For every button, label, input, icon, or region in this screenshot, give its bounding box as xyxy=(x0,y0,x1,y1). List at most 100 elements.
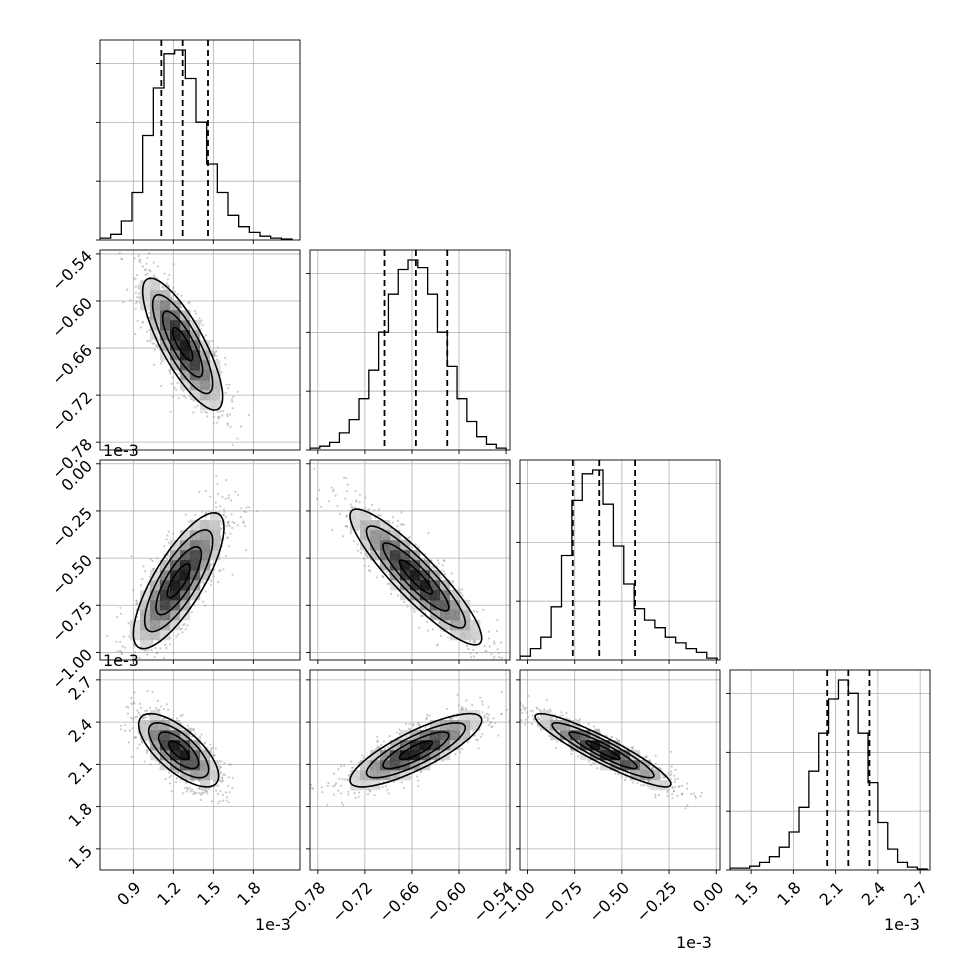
density-cell xyxy=(190,590,201,601)
density-cell xyxy=(160,570,171,581)
sample-point xyxy=(342,535,345,538)
sample-point xyxy=(500,656,503,659)
sample-point xyxy=(418,626,421,629)
sample-point xyxy=(142,675,144,677)
density-cell xyxy=(150,710,161,721)
sample-point xyxy=(332,488,335,491)
density-cell xyxy=(350,520,361,531)
sample-point xyxy=(144,268,148,271)
density-cell xyxy=(160,310,171,321)
sample-point xyxy=(145,751,148,754)
sample-point xyxy=(458,588,461,591)
density-cell xyxy=(150,730,161,741)
sample-point xyxy=(148,269,151,272)
histogram-1 xyxy=(310,259,507,450)
sample-point xyxy=(386,583,389,586)
sample-point xyxy=(186,724,189,727)
sample-point xyxy=(151,342,154,345)
sample-point xyxy=(358,493,361,496)
sample-point xyxy=(146,340,149,343)
sample-point xyxy=(149,763,152,766)
density-cell xyxy=(200,550,211,561)
contour-line xyxy=(382,542,450,612)
density-cell xyxy=(160,730,171,741)
sample-point xyxy=(413,610,416,613)
sample-point xyxy=(214,747,217,750)
sample-point xyxy=(231,526,234,530)
sample-point xyxy=(450,572,453,575)
sample-point xyxy=(116,615,119,619)
sample-point xyxy=(221,527,224,530)
sample-point xyxy=(227,801,230,804)
sample-point xyxy=(165,646,168,650)
sample-point xyxy=(130,696,133,700)
panel-0-0 xyxy=(96,39,301,244)
sample-point xyxy=(340,792,343,795)
density-cell xyxy=(150,570,161,581)
sample-point xyxy=(127,622,130,625)
density-cell xyxy=(180,750,191,761)
sample-point xyxy=(217,784,220,787)
density-cell xyxy=(210,540,221,551)
sample-point xyxy=(231,400,234,403)
sample-point xyxy=(346,525,349,528)
sample-point xyxy=(236,437,239,440)
density-cell xyxy=(180,370,191,381)
sample-point xyxy=(139,258,142,261)
sample-point xyxy=(216,483,219,486)
sample-point xyxy=(368,508,371,511)
sample-point xyxy=(499,672,501,674)
sample-point xyxy=(400,781,403,784)
sample-point xyxy=(210,748,213,751)
contour-line xyxy=(141,277,224,411)
sample-point xyxy=(163,287,166,290)
sample-point xyxy=(495,630,499,633)
contour-line xyxy=(143,528,214,633)
sample-point xyxy=(118,251,121,255)
density-cell xyxy=(180,360,191,371)
sample-point xyxy=(231,443,234,446)
sample-point xyxy=(313,467,316,470)
density-cell xyxy=(160,580,171,591)
sample-point xyxy=(482,608,485,612)
density-cell xyxy=(400,550,411,561)
sample-point xyxy=(120,257,123,260)
sample-point xyxy=(430,567,434,570)
contour-line xyxy=(349,508,483,646)
sample-point xyxy=(189,790,192,793)
panel-2-0 xyxy=(96,459,301,677)
sample-point xyxy=(342,764,346,767)
sample-point xyxy=(427,629,430,632)
sample-point xyxy=(410,546,414,549)
sample-point xyxy=(227,386,230,390)
sample-point xyxy=(135,602,138,606)
sample-point xyxy=(197,792,200,795)
sample-point xyxy=(338,777,341,780)
sample-point xyxy=(320,505,323,508)
sample-point xyxy=(217,802,220,805)
density-cell xyxy=(170,760,181,771)
density-cell xyxy=(190,770,201,781)
sample-point xyxy=(499,641,503,644)
sample-point xyxy=(170,790,173,793)
sample-point xyxy=(224,356,227,360)
sample-point xyxy=(493,642,496,645)
sample-point xyxy=(236,390,239,393)
sample-point xyxy=(220,760,223,763)
sample-point xyxy=(144,709,147,713)
sample-point xyxy=(131,703,134,706)
sample-point xyxy=(221,793,224,797)
contour-line xyxy=(137,712,220,788)
sample-point xyxy=(220,538,223,541)
density-cell xyxy=(190,380,201,391)
sample-point xyxy=(345,515,348,518)
density-cell xyxy=(150,280,161,291)
sample-point xyxy=(227,545,230,548)
sample-point xyxy=(493,640,496,643)
density-cell xyxy=(150,750,161,761)
sample-point xyxy=(231,787,234,790)
sample-point xyxy=(225,555,228,558)
sample-point xyxy=(211,350,214,353)
sample-point xyxy=(442,570,445,573)
sample-point xyxy=(224,516,227,519)
